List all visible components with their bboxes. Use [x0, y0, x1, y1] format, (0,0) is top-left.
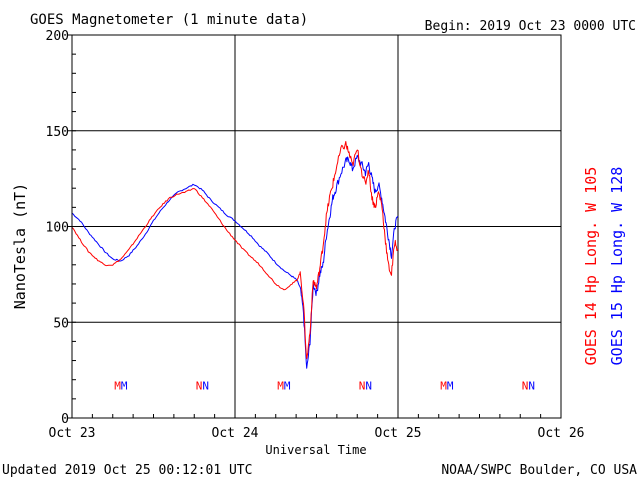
y-tick-label: 100 — [46, 221, 69, 236]
footer-updated: Updated 2019 Oct 25 00:12:01 UTC — [2, 463, 252, 478]
y-tick-label: 200 — [46, 29, 69, 44]
begin-label: Begin: 2019 Oct 23 0000 UTC — [425, 19, 636, 34]
marker-layer: MM NN MM NN MM NN — [114, 379, 535, 392]
x-axis-ticks: Oct 23 Oct 24 Oct 25 Oct 26 — [49, 414, 585, 441]
legend-goes15: GOES 15 Hp Long. W 128 — [608, 167, 626, 366]
x-tick-label: Oct 26 — [538, 426, 585, 441]
satellite-marker: MM — [114, 379, 128, 392]
plot-frame — [71, 34, 562, 419]
satellite-marker: NN — [359, 379, 372, 392]
footer-source: NOAA/SWPC Boulder, CO USA — [441, 463, 637, 478]
x-axis-label: Universal Time — [265, 443, 366, 457]
legend-goes14: GOES 14 Hp Long. W 105 — [582, 167, 600, 366]
y-tick-label: 50 — [53, 316, 69, 331]
satellite-marker: MM — [440, 379, 454, 392]
x-tick-label: Oct 23 — [49, 426, 96, 441]
satellite-marker: NN — [522, 379, 535, 392]
y-tick-label: 150 — [46, 125, 69, 140]
y-axis-label: NanoTesla (nT) — [11, 183, 29, 309]
y-axis-ticks: 0 50 100 150 200 — [46, 29, 76, 427]
satellite-marker: MM — [277, 379, 291, 392]
series-line-goes15 — [71, 154, 399, 369]
y-tick-label: 0 — [61, 412, 69, 427]
x-tick-label: Oct 24 — [212, 426, 259, 441]
satellite-marker: NN — [196, 379, 209, 392]
series-layer — [71, 141, 399, 369]
series-line-goes14 — [71, 141, 399, 360]
x-tick-label: Oct 25 — [375, 426, 422, 441]
chart-title: GOES Magnetometer (1 minute data) — [30, 12, 308, 28]
